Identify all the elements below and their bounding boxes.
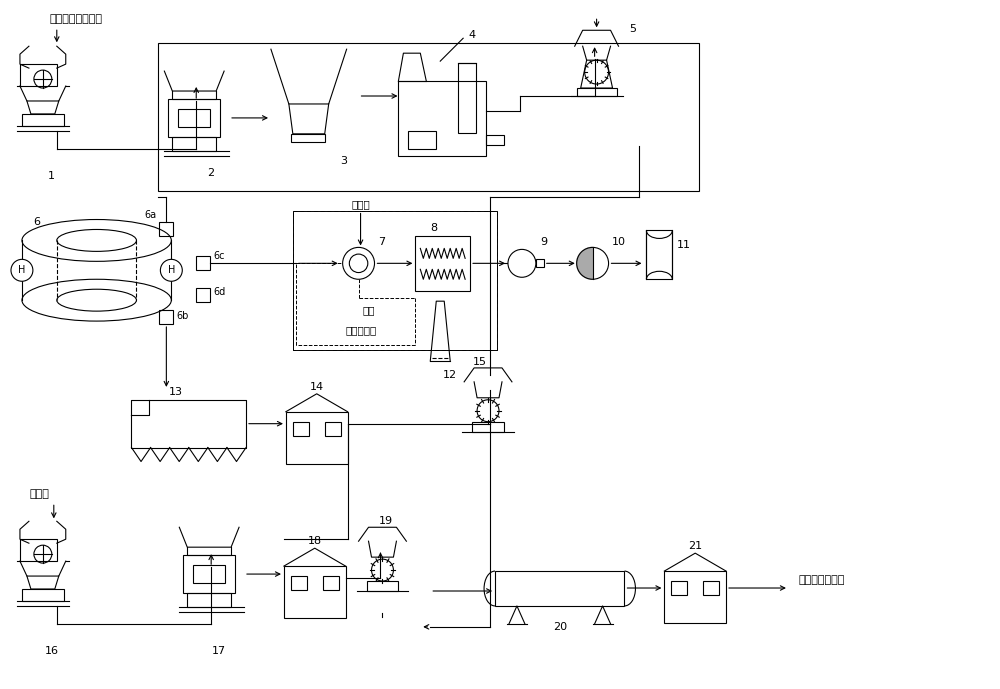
Text: H: H xyxy=(168,265,175,276)
Text: 6a: 6a xyxy=(144,209,156,220)
Text: 3: 3 xyxy=(340,156,347,166)
Bar xyxy=(196,256,210,270)
Text: 混合材: 混合材 xyxy=(30,489,50,500)
Text: 9: 9 xyxy=(540,238,547,247)
Text: 19: 19 xyxy=(378,516,393,526)
Text: 7: 7 xyxy=(378,238,386,247)
Text: 10: 10 xyxy=(612,238,626,247)
Bar xyxy=(183,555,235,593)
Bar xyxy=(187,593,231,607)
Text: 4: 4 xyxy=(468,30,475,40)
Text: 17: 17 xyxy=(212,646,226,656)
Bar xyxy=(159,223,173,236)
Circle shape xyxy=(11,259,33,281)
Bar xyxy=(158,43,699,191)
Text: 热水: 热水 xyxy=(363,305,375,315)
Bar xyxy=(293,422,309,435)
Text: 11: 11 xyxy=(677,240,691,250)
Bar xyxy=(323,576,339,590)
Text: 1: 1 xyxy=(48,171,55,181)
Text: 18: 18 xyxy=(308,536,322,546)
Bar xyxy=(577,88,617,96)
Bar xyxy=(664,571,726,623)
Text: 5: 5 xyxy=(629,24,636,34)
Text: H: H xyxy=(18,265,26,276)
Bar xyxy=(291,576,307,590)
Polygon shape xyxy=(577,247,593,279)
Bar xyxy=(486,135,504,145)
Bar xyxy=(168,99,220,137)
Text: 21: 21 xyxy=(688,541,702,551)
Bar xyxy=(325,422,341,435)
Bar xyxy=(495,571,624,606)
Circle shape xyxy=(508,249,536,277)
Bar xyxy=(408,131,436,149)
Bar xyxy=(159,310,173,324)
Circle shape xyxy=(343,247,375,279)
Text: 2: 2 xyxy=(208,167,215,178)
Bar xyxy=(22,114,64,126)
Bar xyxy=(536,259,544,267)
Bar xyxy=(671,581,687,595)
Bar xyxy=(458,63,476,133)
Bar xyxy=(367,581,398,591)
Bar xyxy=(291,134,325,142)
Bar xyxy=(178,109,210,127)
Text: 12: 12 xyxy=(443,370,457,380)
Text: 6b: 6b xyxy=(176,311,189,321)
Text: 回收冷却水: 回收冷却水 xyxy=(346,325,377,335)
Text: 石灰石、校正原料: 石灰石、校正原料 xyxy=(50,14,103,24)
Bar xyxy=(398,81,486,156)
Text: 外运或成品包装: 外运或成品包装 xyxy=(799,575,845,585)
Bar xyxy=(20,539,57,561)
Bar xyxy=(172,137,216,151)
Text: 6: 6 xyxy=(33,218,40,227)
Text: 8: 8 xyxy=(430,223,437,234)
Circle shape xyxy=(160,259,182,281)
Text: 15: 15 xyxy=(473,357,487,367)
Bar xyxy=(703,581,719,595)
Bar xyxy=(22,589,64,601)
Text: 6d: 6d xyxy=(213,287,225,297)
Text: 13: 13 xyxy=(169,387,183,397)
Bar xyxy=(415,236,470,291)
Bar xyxy=(286,412,348,464)
Text: 补充水: 补充水 xyxy=(351,200,370,209)
Bar xyxy=(193,565,225,583)
Bar xyxy=(196,288,210,302)
Bar xyxy=(293,211,497,350)
Bar xyxy=(284,566,346,618)
Text: 6c: 6c xyxy=(213,251,225,261)
Bar xyxy=(646,230,672,279)
Bar xyxy=(472,422,504,431)
Text: 14: 14 xyxy=(310,382,324,392)
Bar xyxy=(20,64,57,86)
Text: 16: 16 xyxy=(45,646,59,656)
Bar xyxy=(293,211,497,350)
Text: 20: 20 xyxy=(553,622,567,632)
